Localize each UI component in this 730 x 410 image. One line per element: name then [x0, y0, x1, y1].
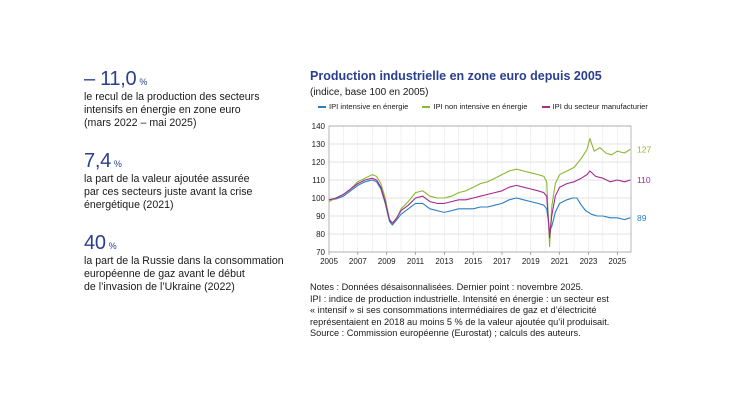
key-figure-1: – 11,0% le recul de la production des se… [84, 68, 260, 129]
x-tick-label: 2013 [435, 257, 453, 266]
key-figure-description: la part de la valeur ajoutée assurée par… [84, 173, 253, 211]
legend-item-manufacturing: IPI du secteur manufacturier [541, 102, 648, 111]
x-tick-label: 2007 [349, 257, 367, 266]
key-figure-description: la part de la Russie dans la consommatio… [84, 255, 284, 293]
key-figure-unit: % [139, 77, 148, 87]
legend-swatch [422, 105, 431, 108]
key-figure-2: 7,4% la part de la valeur ajoutée assuré… [84, 150, 252, 211]
key-figure-3: 40% la part de la Russie dans la consomm… [84, 232, 284, 293]
key-figure-value: – 11,0 [84, 68, 137, 90]
key-figure-value: 7,4 [84, 150, 111, 172]
line-chart: 70 80 90 100 110 120 130 140 2005 2007 2009 2011 201… [312, 122, 652, 266]
y-tick-label: 110 [312, 176, 325, 185]
x-tick-label: 2019 [522, 257, 540, 266]
x-tick-label: 2015 [464, 257, 482, 266]
legend-label: IPI du secteur manufacturier [552, 102, 648, 111]
x-tick-label: 2023 [580, 257, 598, 266]
x-tick-label: 2017 [493, 257, 511, 266]
key-figure-unit: % [113, 159, 122, 169]
x-tick-label: 2005 [320, 257, 338, 266]
series-line-2 [328, 138, 631, 248]
legend-swatch [318, 105, 326, 108]
x-tick-label: 2025 [608, 257, 626, 266]
legend-label: IPI non intensive en énergie [433, 102, 528, 111]
legend-item-non-intensive: IPI non intensive en énergie [422, 102, 528, 111]
y-tick-label: 130 [312, 140, 326, 149]
note-line: Notes : Données désaisonnalisées. Dernie… [310, 282, 584, 292]
x-tick-label: 2009 [378, 257, 396, 266]
y-tick-label: 80 [316, 230, 325, 239]
chart-title: Production industrielle en zone euro dep… [310, 69, 602, 83]
y-tick-label: 90 [316, 212, 325, 221]
series-line-3 [328, 170, 631, 239]
note-line: représentaient en 2018 au moins 5 % de l… [310, 316, 610, 327]
note-line: « intensif » si ses consommations interm… [310, 305, 597, 316]
key-figure-description: le recul de la production des secteurs i… [84, 91, 260, 129]
legend-item-energy-intensive: IPI intensive en énergie [318, 102, 408, 111]
key-figure-value: 40 [84, 232, 106, 254]
chart-notes: Notes : Données désaisonnalisées. Dernie… [310, 282, 609, 340]
note-line: IPI : indice de production industrielle.… [310, 293, 609, 304]
legend-label: IPI intensive en énergie [329, 102, 409, 111]
y-tick-label: 70 [316, 248, 325, 257]
x-tick-label: 2021 [551, 257, 569, 266]
y-tick-label: 100 [312, 194, 326, 203]
chart-legend: IPI intensive en énergie IPI non intensi… [318, 102, 648, 111]
series-line-1 [328, 179, 631, 231]
series-end-label: 89 [637, 213, 647, 223]
note-line: Source : Commission européenne (Eurostat… [310, 328, 581, 339]
legend-swatch [541, 105, 550, 108]
series-end-label: 127 [637, 144, 651, 154]
key-figure-unit: % [108, 241, 117, 251]
y-tick-label: 120 [312, 158, 326, 167]
y-tick-label: 140 [312, 122, 326, 131]
chart-subtitle: (indice, base 100 en 2005) [310, 87, 429, 98]
series-end-label: 110 [637, 175, 651, 185]
plot-frame [328, 125, 632, 253]
x-tick-label: 2011 [407, 257, 425, 266]
